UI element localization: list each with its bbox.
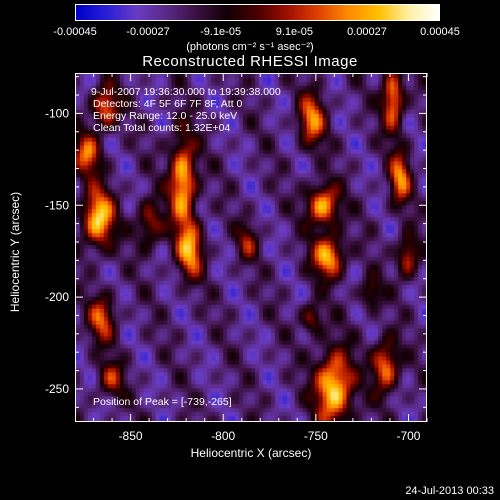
annotation-peak-position: Position of Peak = [-739,-265] (93, 396, 232, 408)
annotation-time-range: 9-Jul-2007 19:36:30.000 to 19:39:38.000 (91, 86, 281, 98)
x-tick-label: -750 (304, 429, 328, 443)
colorbar-tick-label: 0.00045 (420, 26, 460, 38)
colorbar (75, 4, 440, 21)
y-tick-label: -250 (45, 382, 69, 396)
y-axis-label: Heliocentric Y (arcsec) (8, 191, 22, 313)
chart-title: Reconstructed RHESSI Image (142, 53, 358, 70)
colorbar-tick-label: 9.1e-05 (275, 26, 314, 38)
annotation-energy-range: Energy Range: 12.0 - 25.0 keV (93, 110, 238, 122)
plot-area (75, 73, 427, 422)
heatmap-image (76, 74, 426, 421)
annotation-detectors: Detectors: 4F 5F 6F 7F 8F, Att 0 (93, 98, 243, 110)
colorbar-units: (photons cm⁻² s⁻¹ asec⁻²) (186, 41, 314, 53)
datestamp: 24-Jul-2013 00:33 (405, 485, 494, 497)
x-tick-label: -700 (396, 429, 420, 443)
x-tick-label: -800 (211, 429, 235, 443)
y-tick-label: -150 (45, 198, 69, 212)
y-tick-label: -100 (45, 106, 69, 120)
annotation-clean-counts: Clean Total counts: 1.32E+04 (93, 122, 231, 134)
colorbar-tick-label: -9.1e-05 (200, 26, 242, 38)
colorbar-tick-label: -0.00045 (53, 26, 97, 38)
colorbar-tick-label: -0.00027 (126, 26, 170, 38)
x-axis-label: Heliocentric X (arcsec) (190, 446, 312, 460)
y-tick-label: -200 (45, 290, 69, 304)
x-tick-label: -850 (119, 429, 143, 443)
colorbar-tick-label: 0.00027 (347, 26, 387, 38)
